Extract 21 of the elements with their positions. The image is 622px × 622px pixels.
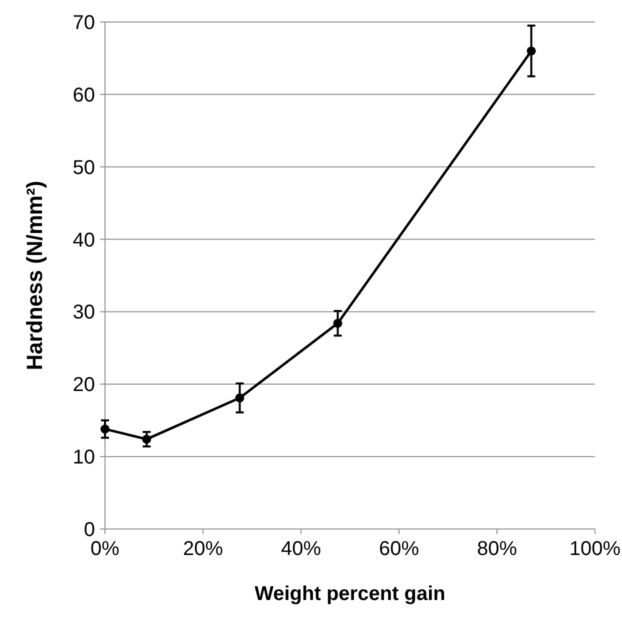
y-tick-label: 60 bbox=[72, 84, 95, 106]
y-tick-label: 0 bbox=[84, 519, 95, 541]
y-tick-label: 40 bbox=[72, 229, 95, 252]
x-tick-label: 100% bbox=[569, 538, 621, 560]
point bbox=[235, 393, 244, 402]
point bbox=[142, 434, 152, 444]
x-tick-label: 80% bbox=[476, 538, 518, 560]
y-axis-title: Hardness (N/mm²) bbox=[22, 180, 47, 370]
point bbox=[526, 46, 536, 56]
x-tick-label: 60% bbox=[378, 538, 420, 560]
y-tick-label: 30 bbox=[72, 302, 95, 324]
y-tick-label: 70 bbox=[72, 12, 95, 34]
point bbox=[100, 424, 110, 434]
y-tick-label: 20 bbox=[72, 374, 95, 396]
x-tick-label: 0% bbox=[90, 538, 120, 560]
x-tick-label: 20% bbox=[182, 538, 224, 560]
x-axis-title: Weight percent gain bbox=[254, 583, 446, 605]
y-tick-label: 50 bbox=[72, 156, 95, 179]
y-tick-label: 10 bbox=[72, 446, 95, 469]
x-tick-label: 40% bbox=[280, 538, 322, 560]
point bbox=[333, 318, 342, 328]
